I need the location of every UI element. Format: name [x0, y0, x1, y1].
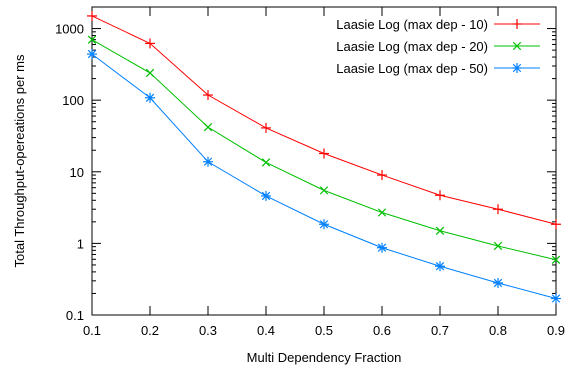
- data-point-marker: [435, 226, 445, 235]
- data-point-marker: [493, 278, 503, 288]
- data-point-marker: [512, 41, 522, 51]
- y-tick-label: 100: [62, 93, 84, 108]
- y-tick-label: 0.1: [66, 308, 84, 323]
- data-point-marker: [551, 255, 561, 264]
- y-axis-label: Total Throughput-opereations per ms: [12, 54, 27, 267]
- data-point-marker: [87, 49, 97, 59]
- x-tick-label: 0.7: [431, 323, 449, 338]
- series-3: [87, 49, 561, 304]
- data-point-marker: [87, 35, 97, 44]
- x-axis-ticks: 0.1 0.2 0.3 0.4 0.5 0.6 0.7 0.8 0.9: [83, 7, 565, 338]
- data-point-marker: [512, 63, 522, 73]
- data-point-marker: [377, 208, 387, 217]
- data-point-marker: [261, 191, 271, 201]
- y-tick-label: 10: [70, 165, 84, 180]
- x-tick-label: 0.1: [83, 323, 101, 338]
- data-point-marker: [145, 68, 155, 78]
- legend-label: Laasie Log (max dep - 10): [336, 17, 488, 32]
- data-point-marker: [319, 220, 329, 229]
- x-tick-label: 0.8: [489, 323, 507, 338]
- series-line: [91, 53, 557, 299]
- series-2: [87, 35, 561, 264]
- x-tick-label: 0.3: [199, 323, 217, 338]
- data-point-marker: [319, 186, 329, 195]
- data-point-marker: [203, 157, 213, 166]
- data-point-marker: [261, 158, 271, 167]
- x-tick-label: 0.2: [141, 323, 159, 338]
- y-axis-ticks: 0.1 1 10 100 1000: [55, 22, 556, 323]
- x-axis-label: Multi Dependency Fraction: [247, 350, 402, 365]
- series-layer: [87, 10, 561, 304]
- legend-label: Laasie Log (max dep - 50): [336, 61, 488, 76]
- y-tick-label: 1: [77, 236, 84, 251]
- x-tick-label: 0.5: [315, 323, 333, 338]
- x-tick-label: 0.4: [257, 323, 275, 338]
- y-tick-label: 1000: [55, 22, 84, 37]
- series-1: [87, 10, 561, 230]
- data-point-marker: [435, 262, 445, 271]
- data-point-marker: [377, 243, 387, 252]
- x-tick-label: 0.6: [373, 323, 391, 338]
- legend-label: Laasie Log (max dep - 20): [336, 39, 488, 54]
- data-point-marker: [493, 241, 503, 251]
- data-point-marker: [145, 93, 155, 102]
- data-point-marker: [551, 294, 561, 303]
- x-tick-label: 0.9: [547, 323, 565, 338]
- legend: Laasie Log (max dep - 10) Laasie Log (max…: [336, 17, 540, 76]
- data-point-marker: [203, 122, 213, 132]
